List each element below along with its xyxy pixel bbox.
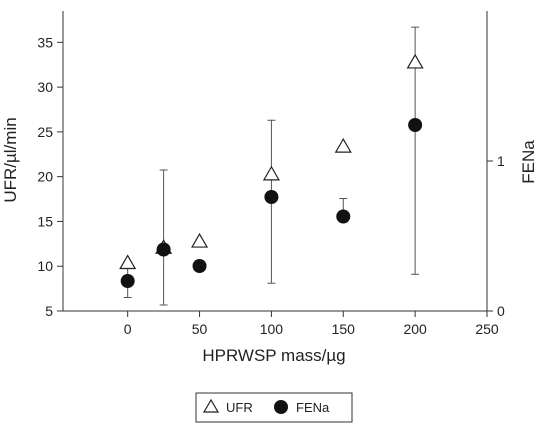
x-tick-label: 0 (124, 321, 132, 337)
x-tick-label: 150 (332, 321, 356, 337)
fena-point (156, 242, 171, 257)
y-tick-label: 10 (37, 258, 53, 274)
y2-axis-title: FENa (519, 140, 538, 184)
legend: UFR FENa (195, 392, 353, 423)
ufr-point (191, 232, 209, 248)
legend-ufr-marker (202, 398, 220, 413)
fena-point (408, 118, 423, 132)
legend-ufr-label: UFR (226, 400, 253, 415)
y-tick-label: 35 (37, 34, 53, 50)
fena-point (336, 209, 351, 224)
x-tick-label: 100 (260, 321, 284, 337)
x-axis-title: HPRWSP mass/µg (202, 346, 345, 365)
tick-labels: 0 50 100 150 200 250 5 10 15 20 25 30 35 0 1 (37, 34, 505, 337)
legend-fena-label: FENa (296, 400, 330, 415)
y-tick-label: 5 (45, 303, 53, 319)
x-tick-label: 200 (403, 321, 427, 337)
ufr-point (406, 53, 424, 69)
y-tick-label: 15 (37, 213, 53, 229)
x-tick-label: 250 (475, 321, 499, 337)
y2-tick-label: 1 (497, 153, 505, 169)
fena-point (120, 274, 135, 288)
y-axis-title: UFR/µl/min (1, 117, 20, 202)
data-markers (119, 53, 424, 288)
axes (57, 11, 493, 317)
y2-tick-label: 0 (497, 303, 505, 319)
fena-point (192, 259, 207, 273)
x-tick-label: 50 (192, 321, 208, 337)
y-tick-label: 20 (37, 169, 53, 185)
legend-fena-marker (274, 400, 288, 414)
fena-point (264, 190, 279, 204)
y-tick-label: 25 (37, 124, 53, 140)
ufr-point (334, 137, 352, 153)
ufr-point (262, 165, 280, 181)
legend-box (195, 392, 353, 423)
y-tick-label: 30 (37, 79, 53, 95)
ufr-point (119, 254, 137, 270)
